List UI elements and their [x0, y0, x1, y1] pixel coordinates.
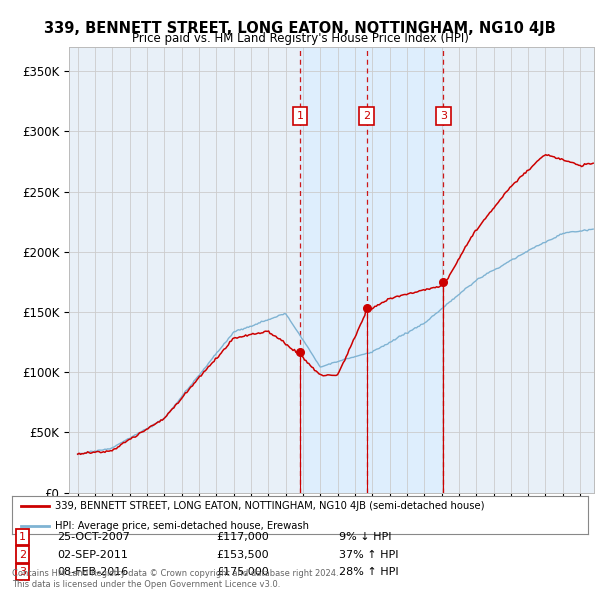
Text: £153,500: £153,500 — [216, 550, 269, 559]
Text: 37% ↑ HPI: 37% ↑ HPI — [339, 550, 398, 559]
Text: 25-OCT-2007: 25-OCT-2007 — [57, 532, 130, 542]
Text: 339, BENNETT STREET, LONG EATON, NOTTINGHAM, NG10 4JB: 339, BENNETT STREET, LONG EATON, NOTTING… — [44, 21, 556, 35]
Text: £117,000: £117,000 — [216, 532, 269, 542]
Text: 339, BENNETT STREET, LONG EATON, NOTTINGHAM, NG10 4JB (semi-detached house): 339, BENNETT STREET, LONG EATON, NOTTING… — [55, 502, 485, 512]
Text: 28% ↑ HPI: 28% ↑ HPI — [339, 568, 398, 577]
Text: 02-SEP-2011: 02-SEP-2011 — [57, 550, 128, 559]
Text: HPI: Average price, semi-detached house, Erewash: HPI: Average price, semi-detached house,… — [55, 520, 309, 530]
Bar — [300, 47, 443, 493]
Text: 2: 2 — [363, 112, 370, 121]
Text: Price paid vs. HM Land Registry's House Price Index (HPI): Price paid vs. HM Land Registry's House … — [131, 32, 469, 45]
Text: 3: 3 — [440, 112, 447, 121]
Text: 9% ↓ HPI: 9% ↓ HPI — [339, 532, 391, 542]
Text: 3: 3 — [19, 568, 26, 577]
Text: 1: 1 — [296, 112, 304, 121]
Text: 08-FEB-2016: 08-FEB-2016 — [57, 568, 128, 577]
Text: £175,000: £175,000 — [216, 568, 269, 577]
Text: 1: 1 — [19, 532, 26, 542]
Text: Contains HM Land Registry data © Crown copyright and database right 2024.
This d: Contains HM Land Registry data © Crown c… — [12, 569, 338, 589]
Text: 2: 2 — [19, 550, 26, 559]
